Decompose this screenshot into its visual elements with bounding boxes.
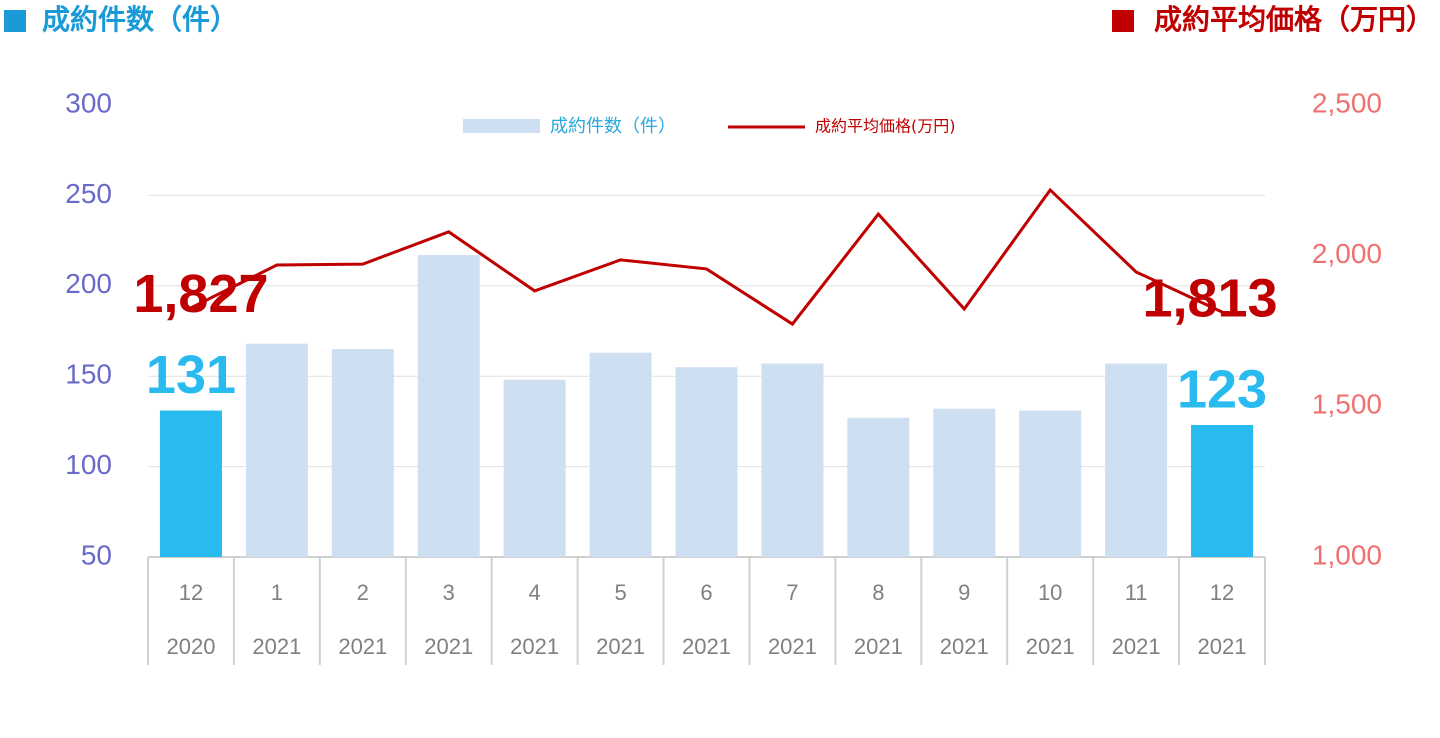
y2-tick-label: 2,000 [1312,238,1382,269]
x-tick-label: 9 [958,580,970,605]
legend-label: 成約件数（件） [550,116,676,137]
bar [675,367,738,557]
bar [589,352,652,557]
bar [245,343,308,557]
x-tick-label-year: 2021 [854,634,903,659]
x-tick-label-year: 2021 [768,634,817,659]
legend-label: 成約平均価格(万円) [815,117,956,136]
left-axis-title: 成約件数（件） [42,3,238,36]
y-tick-label: 150 [65,359,112,390]
bar [503,379,566,557]
x-tick-label: 4 [529,580,541,605]
x-tick-label-year: 2021 [338,634,387,659]
x-tick-label-year: 2021 [1112,634,1161,659]
title-marker [1112,10,1134,32]
x-tick-label-year: 2021 [596,634,645,659]
x-tick-label: 6 [700,580,712,605]
y-tick-label: 250 [65,178,112,209]
y2-tick-label: 2,500 [1312,87,1382,118]
x-tick-label-year: 2021 [424,634,473,659]
x-tick-label-year: 2021 [252,634,301,659]
x-tick-label: 1 [271,580,283,605]
data-label: 1,827 [133,264,268,324]
bar [1105,363,1168,557]
y-tick-label: 100 [65,449,112,480]
right-axis-title: 成約平均価格（万円） [1154,3,1434,36]
legend-swatch [463,119,540,133]
bar [933,408,996,557]
line [190,187,1223,327]
y-tick-label: 50 [81,539,112,570]
y2-tick-label: 1,000 [1312,539,1382,570]
x-tick-label: 3 [443,580,455,605]
x-tick-label: 12 [179,580,203,605]
x-tick-label-year: 2021 [940,634,989,659]
x-tick-label: 10 [1038,580,1062,605]
y2-tick-label: 1,500 [1312,389,1382,420]
x-tick-label: 12 [1210,580,1234,605]
data-label: 123 [1177,359,1267,419]
bar [761,363,824,557]
bar [331,349,394,557]
bar [1019,410,1082,557]
x-tick-label: 7 [786,580,798,605]
bar [417,255,480,557]
bar [1191,425,1254,557]
x-tick-label: 11 [1125,580,1148,605]
bar [847,417,910,557]
data-label: 131 [146,345,236,405]
x-tick-label-year: 2020 [166,634,215,659]
x-tick-label-year: 2021 [1198,634,1247,659]
x-tick-label-year: 2021 [1026,634,1075,659]
y-tick-label: 200 [65,268,112,299]
bar [159,410,222,557]
x-tick-label: 5 [614,580,626,605]
x-tick-label: 8 [872,580,884,605]
y-tick-label: 300 [65,87,112,118]
data-label: 1,813 [1142,268,1277,328]
title-marker [4,10,26,32]
x-tick-label-year: 2021 [682,634,731,659]
x-tick-label-year: 2021 [510,634,559,659]
x-tick-label: 2 [357,580,369,605]
